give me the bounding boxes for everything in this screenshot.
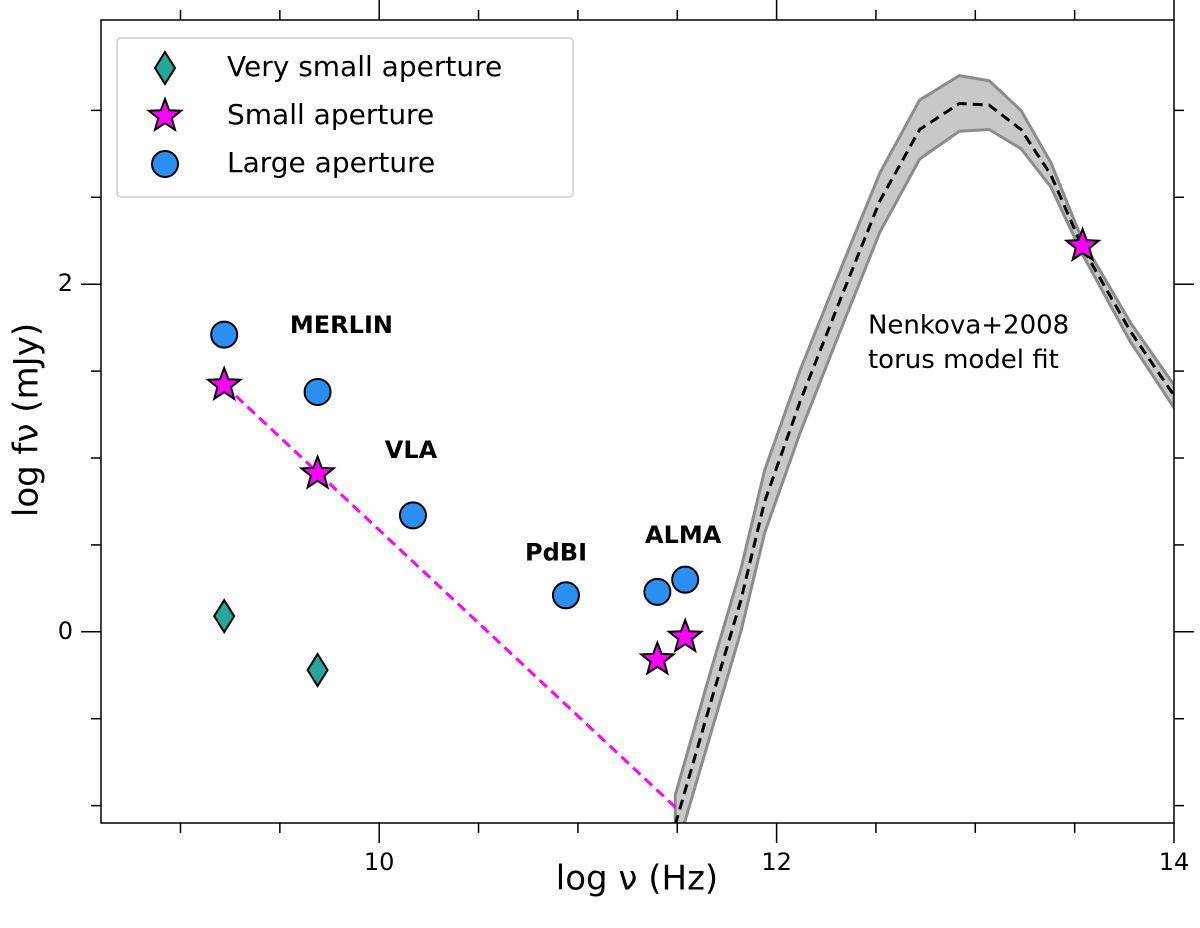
legend: Very small aperture Small aperture Large a… (116, 37, 574, 198)
point (638, 639, 677, 676)
plot-frame (100, 19, 1175, 824)
legend-marker (153, 50, 177, 86)
legend-marker (146, 96, 184, 133)
instrument-label: ALMA (645, 521, 722, 549)
legend-label: Large aperture (227, 146, 435, 179)
point (398, 501, 427, 530)
point (643, 577, 672, 606)
point (303, 377, 332, 406)
point (205, 365, 244, 402)
legend-label: Very small aperture (227, 50, 502, 83)
point (666, 617, 705, 654)
x-tick-label: 10 (364, 848, 395, 876)
instrument-label: VLA (385, 436, 438, 464)
model-band (673, 74, 1174, 823)
x-tick-label: 14 (1159, 848, 1190, 876)
point (306, 652, 329, 688)
x-tick-label: 12 (761, 848, 792, 876)
plot-area (223, 74, 1174, 823)
legend-label: Small aperture (227, 98, 434, 131)
x-axis-label: log ν (Hz) (556, 859, 718, 899)
point (1063, 226, 1102, 263)
y-tick-label: 0 (58, 617, 73, 645)
point (210, 320, 239, 349)
model-annotation: Nenkova+2008 (868, 310, 1069, 340)
y-axis-label: log fν (mJy) (7, 323, 47, 517)
point (298, 453, 337, 490)
model-annotation: torus model fit (868, 345, 1059, 375)
instrument-label: PdBI (525, 539, 587, 567)
model-curve (674, 101, 1174, 823)
legend-marker (151, 150, 179, 178)
point (671, 565, 700, 594)
fit-line (223, 383, 681, 812)
legend-box (116, 37, 574, 198)
point (551, 581, 580, 610)
y-tick-label: 2 (58, 269, 73, 297)
instrument-label: MERLIN (290, 311, 393, 339)
point (213, 598, 236, 635)
